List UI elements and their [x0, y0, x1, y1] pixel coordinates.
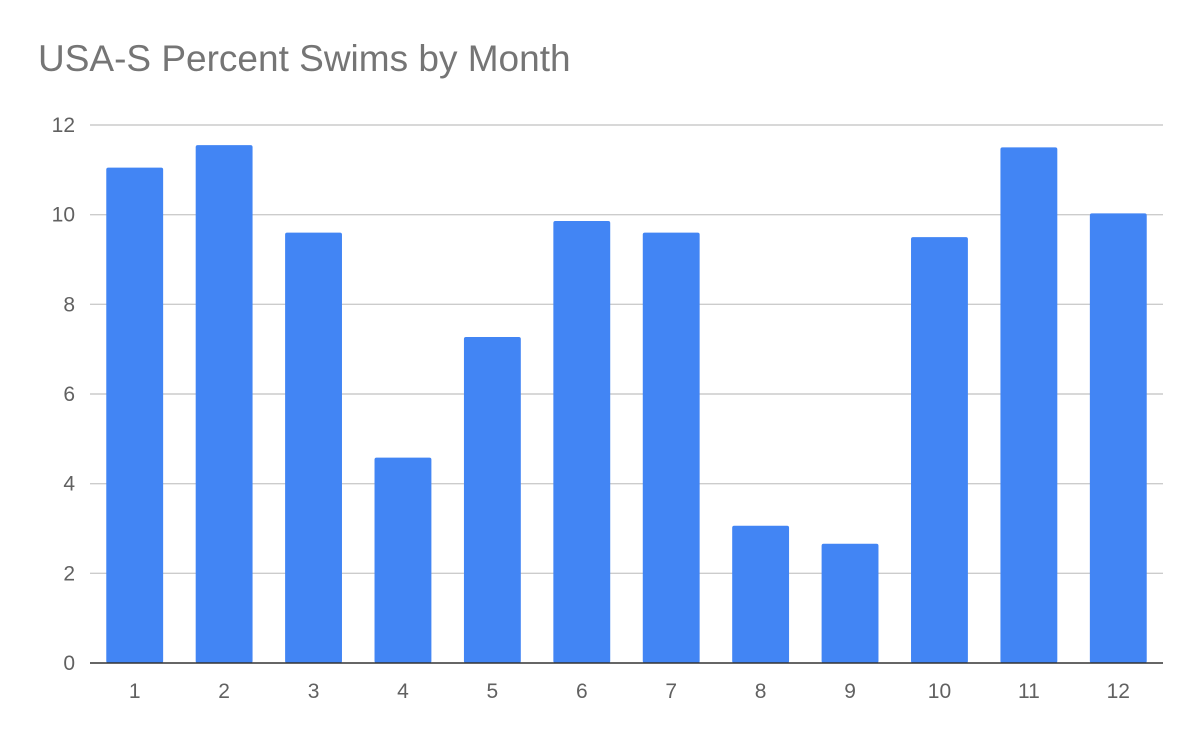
bar-month-3 [285, 232, 342, 663]
x-tick-label: 5 [487, 680, 499, 703]
bar-month-4 [374, 457, 432, 663]
y-tick-label: 4 [63, 473, 75, 496]
x-tick-label: 7 [665, 680, 677, 703]
x-tick-label: 1 [129, 680, 141, 703]
y-tick-label: 8 [63, 293, 75, 316]
y-tick-label: 10 [52, 204, 75, 227]
x-tick-label: 10 [928, 680, 951, 703]
y-tick-label: 0 [63, 652, 75, 675]
gridlines [90, 124, 1163, 575]
x-tick-label: 2 [218, 680, 230, 703]
y-tick-label: 6 [63, 383, 75, 406]
y-axis-tick-labels: 0 2 4 6 8 10 12 [52, 114, 76, 675]
x-tick-label: 3 [308, 680, 320, 703]
bar-month-2 [195, 145, 253, 664]
bar-month-5 [463, 337, 521, 663]
bar-month-9 [821, 543, 879, 663]
x-tick-label: 8 [755, 680, 767, 703]
bar-month-11 [1000, 147, 1058, 663]
bar-month-1 [106, 167, 164, 663]
x-tick-label: 6 [576, 680, 588, 703]
x-tick-label: 11 [1018, 680, 1040, 703]
bar-month-8 [732, 525, 790, 663]
bars [106, 145, 1147, 664]
y-tick-label: 12 [52, 114, 75, 137]
y-tick-label: 2 [63, 562, 75, 585]
x-tick-label: 12 [1107, 680, 1130, 703]
chart-title: USA-S Percent Swims by Month [38, 38, 571, 79]
x-axis-tick-labels: 1 2 3 4 5 6 7 8 9 10 11 12 [129, 680, 1130, 703]
bar-month-10 [911, 237, 968, 664]
x-tick-label: 4 [397, 680, 409, 703]
x-tick-label: 9 [844, 680, 856, 703]
bar-month-6 [553, 220, 611, 663]
bar-month-12 [1089, 213, 1147, 664]
bar-month-7 [642, 232, 700, 663]
